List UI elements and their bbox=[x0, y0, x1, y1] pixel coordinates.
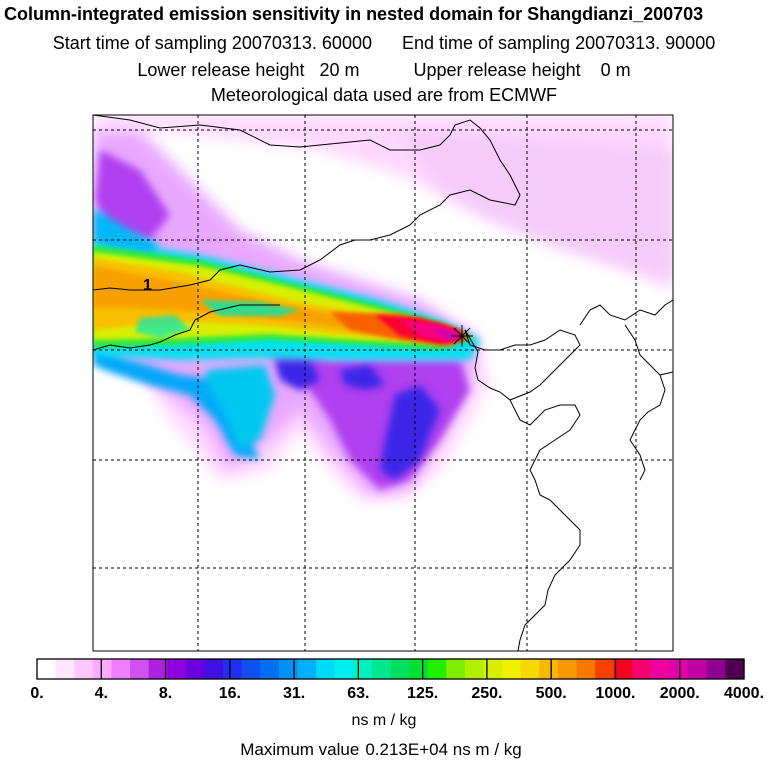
colorbar-cell bbox=[464, 659, 485, 679]
colorbar-cell bbox=[260, 659, 280, 679]
colorbar-cell bbox=[371, 659, 392, 679]
colorbar-cell bbox=[204, 659, 224, 679]
colorbar-units: ns m / kg bbox=[351, 712, 417, 729]
max-value: 0.213E+04 ns m / kg bbox=[365, 740, 522, 759]
colorbar-tick-label: 16. bbox=[218, 685, 241, 702]
colorbar-cell bbox=[148, 659, 168, 679]
colorbar-cell bbox=[576, 659, 596, 679]
colorbar-tick-label: 0. bbox=[30, 685, 44, 702]
colorbar-tick-label: 500. bbox=[535, 685, 567, 702]
sampling-time-line: Start time of sampling 20070313. 60000 En… bbox=[0, 33, 768, 54]
colorbar-cell bbox=[409, 659, 429, 679]
lat-lon-grid bbox=[93, 115, 673, 651]
colorbar-cell bbox=[334, 659, 354, 679]
colorbar-cell bbox=[520, 659, 540, 679]
colorbar-cell bbox=[613, 659, 633, 679]
colorbar-cell bbox=[241, 659, 261, 679]
colorbar-cell bbox=[92, 659, 113, 679]
start-time-label: Start time of sampling 20070313. 60000 bbox=[52, 33, 372, 53]
colorbar-tick-label: 31. bbox=[282, 685, 306, 702]
colorbar-tick-label: 63. bbox=[347, 685, 370, 702]
colorbar-cell bbox=[316, 659, 336, 679]
colorbar-cell bbox=[37, 659, 57, 679]
lower-release-label: Lower release height 20 m bbox=[137, 60, 360, 80]
colorbar-cell bbox=[167, 659, 187, 679]
colorbar-tick-label: 1000. bbox=[595, 685, 636, 702]
colorbar-cell bbox=[706, 659, 726, 679]
colorbar-tick-label: 4000. bbox=[723, 685, 765, 702]
end-time-label: End time of sampling 20070313. 90000 bbox=[401, 33, 716, 53]
colorbar-cell bbox=[278, 659, 299, 679]
max-value-line: Maximum value 0.213E+04 ns m / kg bbox=[0, 740, 768, 760]
colorbar-tick-label: 8. bbox=[158, 685, 173, 702]
colorbar-cell bbox=[390, 659, 410, 679]
colorbar-cell bbox=[111, 659, 131, 679]
contour-label: 1 bbox=[143, 277, 152, 294]
colorbar-cell bbox=[595, 659, 615, 679]
colorbar-cell bbox=[502, 659, 522, 679]
map-frame bbox=[92, 114, 674, 652]
colorbar-cell bbox=[539, 659, 559, 679]
colorbar-cell bbox=[353, 659, 373, 679]
colorbar-cell bbox=[185, 659, 206, 679]
colorbar-cell bbox=[427, 659, 447, 679]
colorbar-cell bbox=[650, 659, 671, 679]
colorbar-cell bbox=[725, 659, 745, 679]
colorbar-tick-label: 250. bbox=[471, 685, 503, 702]
receptor-marker bbox=[451, 325, 473, 347]
coastline-borders bbox=[93, 115, 673, 651]
colorbar-tick-label: 4. bbox=[94, 685, 108, 702]
release-height-line: Lower release height 20 m Upper release h… bbox=[0, 60, 768, 81]
colorbar-cell bbox=[483, 659, 503, 679]
colorbar-frame bbox=[36, 658, 745, 680]
colorbar-cell bbox=[55, 659, 75, 679]
colorbar-cell bbox=[223, 659, 243, 679]
colorbar-cell bbox=[74, 659, 94, 679]
colorbar-tick-label: 2000. bbox=[659, 685, 700, 702]
max-value-label: Maximum value bbox=[240, 740, 360, 759]
colorbar-cell bbox=[446, 659, 466, 679]
plot-title: Column-integrated emission sensitivity i… bbox=[4, 4, 704, 24]
colorbar-cell bbox=[557, 659, 578, 679]
colorbar-cell bbox=[297, 659, 317, 679]
colorbar-cell bbox=[632, 659, 652, 679]
colorbar-cell bbox=[130, 659, 150, 679]
colorbar-cell bbox=[688, 659, 708, 679]
upper-release-label: Upper release height 0 m bbox=[413, 60, 631, 80]
met-data-label: Meteorological data used are from ECMWF bbox=[210, 85, 558, 105]
colorbar-tick-label: 125. bbox=[407, 685, 439, 702]
